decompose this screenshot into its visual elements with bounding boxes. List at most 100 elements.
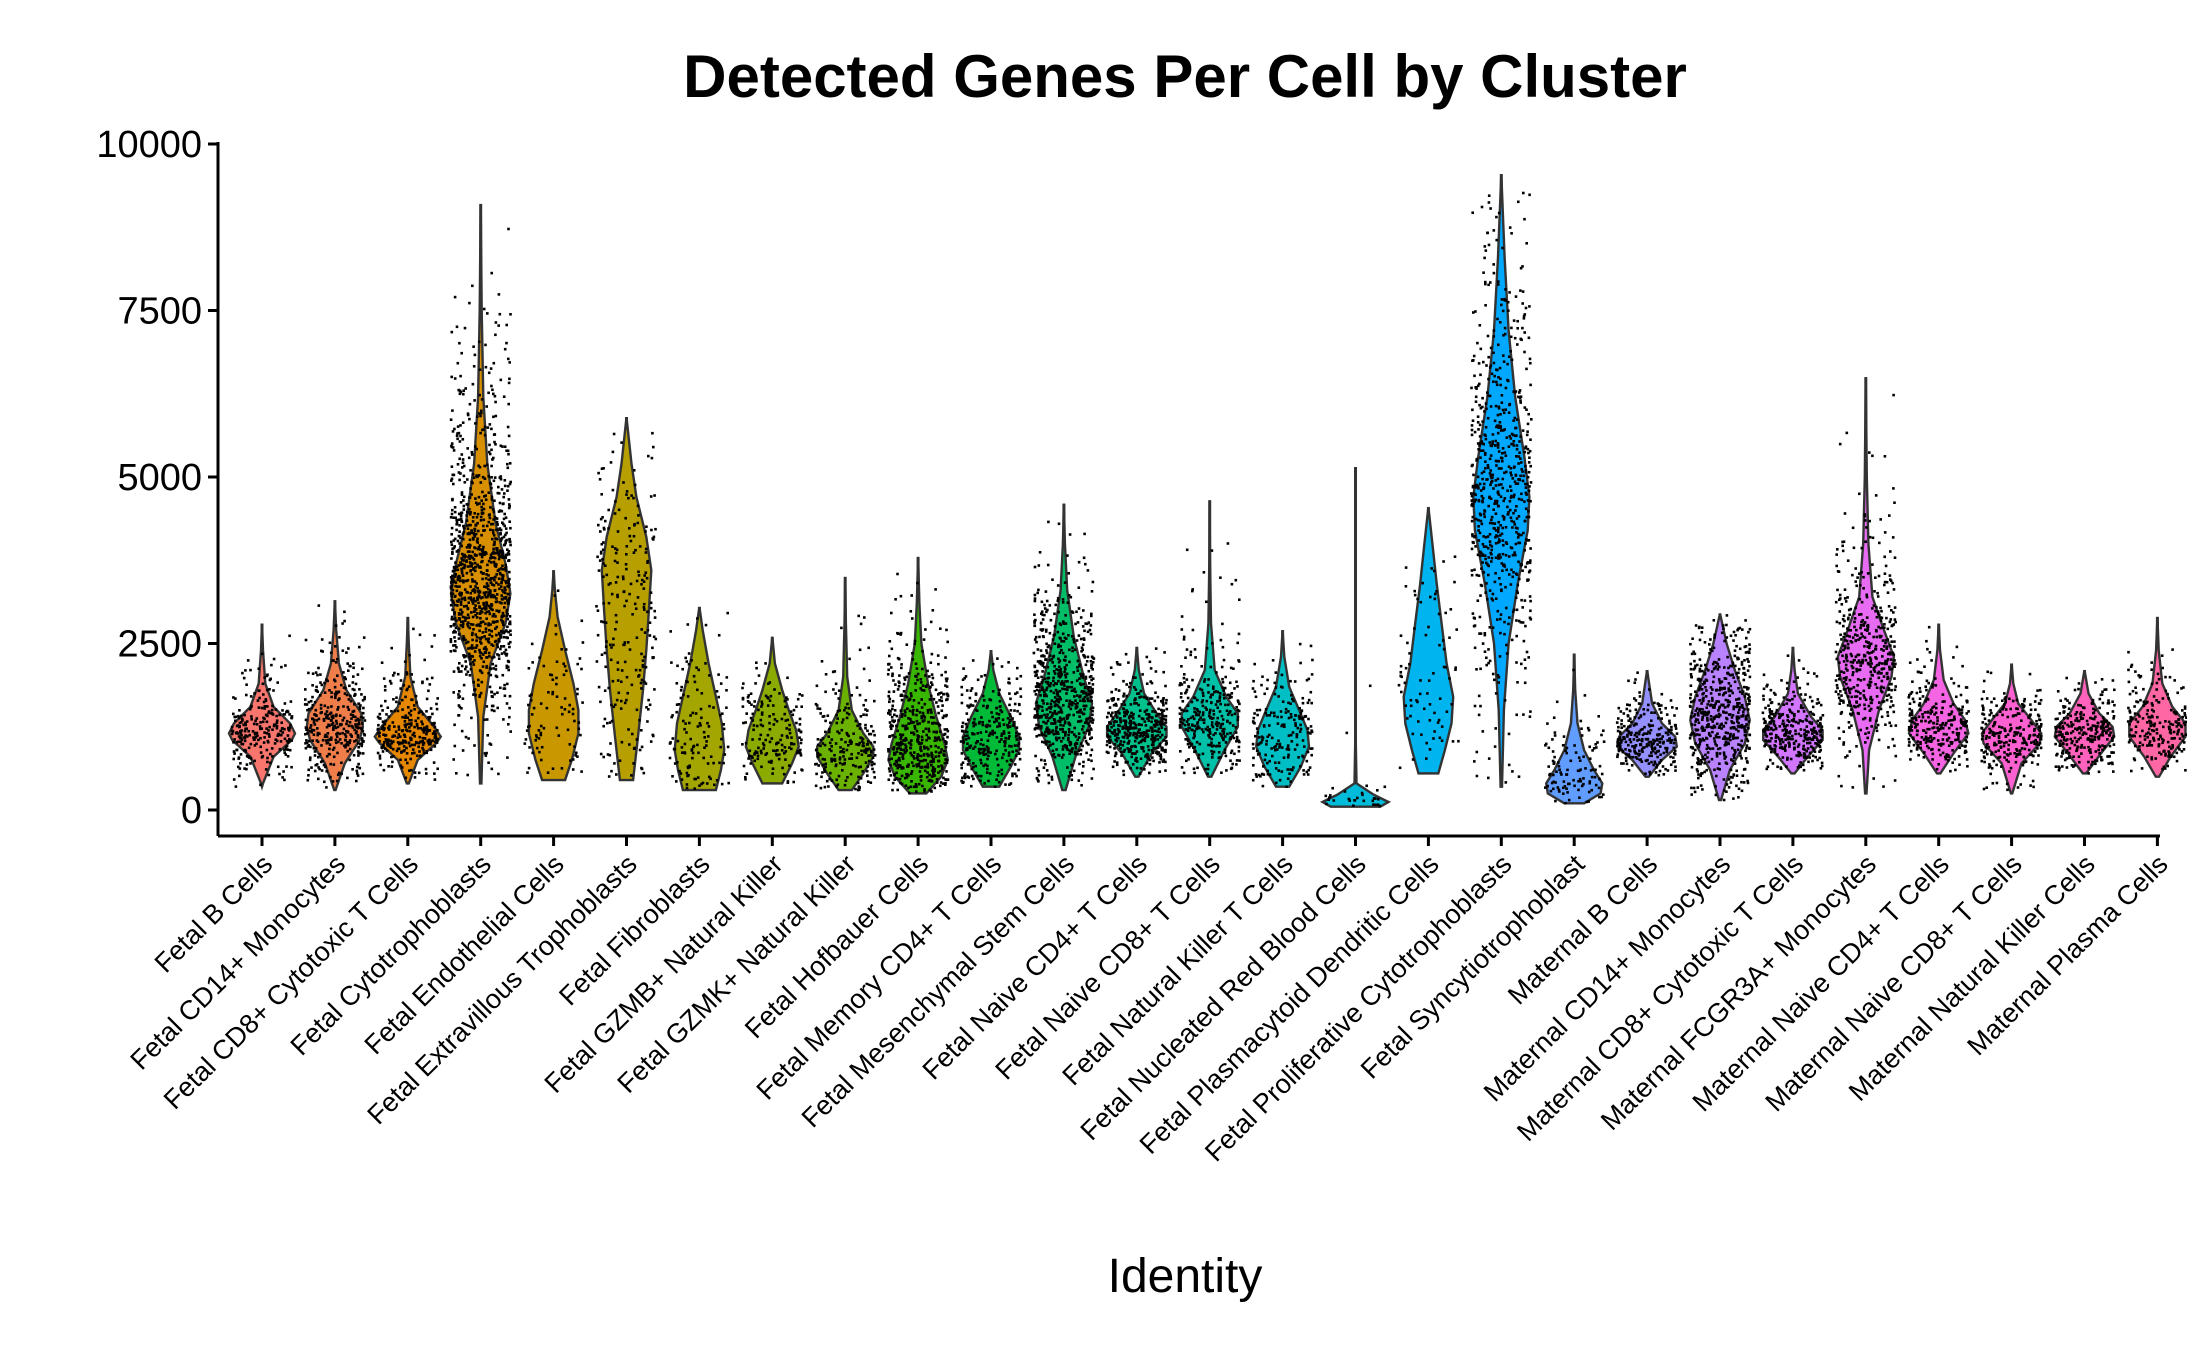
data-point <box>602 724 605 728</box>
data-point <box>904 711 907 714</box>
data-point <box>239 732 243 735</box>
data-point <box>1161 698 1165 702</box>
data-point <box>1163 750 1167 753</box>
data-point <box>696 776 700 779</box>
data-point <box>920 741 923 745</box>
data-point <box>482 601 485 605</box>
data-point <box>1185 709 1189 713</box>
data-point <box>1135 702 1138 705</box>
data-point <box>747 694 750 697</box>
data-point <box>480 657 483 660</box>
violin-group <box>227 623 297 791</box>
data-point <box>260 652 264 656</box>
data-point <box>963 676 966 680</box>
data-point <box>1192 717 1196 721</box>
data-point <box>453 427 456 431</box>
data-point <box>253 744 257 747</box>
data-point <box>309 724 313 727</box>
data-point <box>861 744 865 747</box>
data-point <box>506 592 510 596</box>
data-point <box>501 611 505 615</box>
data-point <box>391 735 394 738</box>
data-point <box>310 766 313 769</box>
data-point <box>268 735 271 738</box>
data-point <box>336 708 339 711</box>
data-point <box>857 765 861 769</box>
data-point <box>1067 705 1071 708</box>
data-point <box>1086 655 1090 659</box>
data-point <box>915 729 919 733</box>
data-point <box>940 764 943 767</box>
data-point <box>304 688 307 691</box>
data-point <box>823 770 827 773</box>
data-point <box>449 587 453 590</box>
data-point <box>489 506 492 509</box>
data-point <box>900 666 903 670</box>
data-point <box>321 650 324 653</box>
data-point <box>1003 742 1007 745</box>
data-point <box>923 769 927 773</box>
data-point <box>396 747 400 751</box>
data-point <box>904 743 907 746</box>
data-point <box>418 735 422 739</box>
data-point <box>480 680 484 684</box>
data-point <box>304 742 307 745</box>
data-point <box>1165 739 1168 743</box>
data-point <box>686 774 689 778</box>
data-point <box>926 762 930 766</box>
data-point <box>408 726 411 729</box>
data-point <box>461 466 464 469</box>
data-point <box>961 761 965 764</box>
data-point <box>260 727 264 730</box>
data-point <box>995 719 999 723</box>
data-point <box>1057 711 1060 714</box>
data-point <box>1119 717 1122 720</box>
data-point <box>912 764 915 768</box>
data-point <box>827 785 830 788</box>
data-point <box>475 582 478 585</box>
data-point <box>418 754 422 758</box>
data-point <box>641 578 644 582</box>
data-point <box>628 527 631 530</box>
data-point <box>566 728 570 732</box>
data-point <box>464 735 468 739</box>
data-point <box>466 532 470 536</box>
data-point <box>872 770 876 774</box>
data-point <box>492 510 496 514</box>
data-point <box>1069 707 1073 711</box>
data-point <box>422 748 425 752</box>
data-point <box>1133 739 1137 743</box>
data-point <box>352 662 355 665</box>
data-point <box>493 692 496 696</box>
data-point <box>1035 735 1038 738</box>
data-point <box>836 730 839 733</box>
data-point <box>703 746 706 749</box>
data-point <box>847 744 850 747</box>
data-point <box>721 712 724 715</box>
data-point <box>960 701 964 705</box>
data-point <box>268 725 271 729</box>
data-point <box>692 674 696 678</box>
data-point <box>462 389 465 392</box>
data-point <box>263 676 266 679</box>
data-point <box>696 725 700 728</box>
data-point <box>930 711 933 714</box>
data-point <box>1180 708 1183 712</box>
data-point <box>472 538 475 541</box>
data-point <box>1135 733 1139 737</box>
data-point <box>356 733 360 737</box>
data-point <box>1135 766 1139 770</box>
data-point <box>866 748 869 752</box>
data-point <box>1136 692 1139 695</box>
data-point <box>357 721 361 724</box>
data-point <box>921 738 924 742</box>
data-point <box>576 755 579 758</box>
data-point <box>470 633 474 637</box>
data-point <box>946 729 950 733</box>
data-point <box>342 716 346 720</box>
data-point <box>504 580 507 583</box>
data-point <box>976 678 980 682</box>
data-point <box>1119 747 1122 750</box>
data-point <box>1033 638 1037 641</box>
data-point <box>1128 714 1132 718</box>
